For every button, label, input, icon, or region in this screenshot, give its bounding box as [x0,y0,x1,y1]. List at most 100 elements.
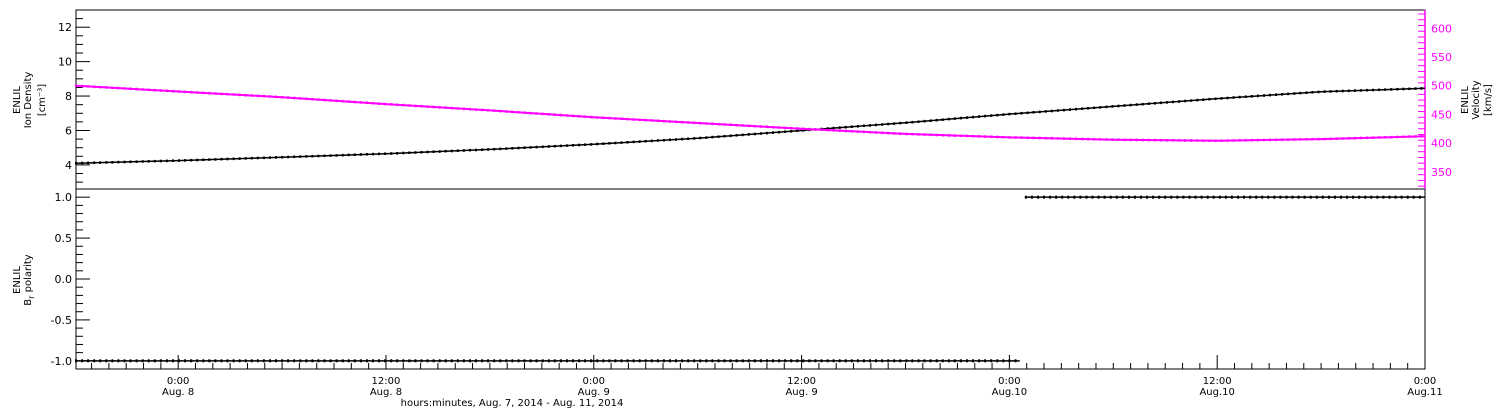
ion-density-point [523,146,526,149]
bottom-left-tick-label: -1.0 [51,355,72,368]
polarity-point [402,359,405,363]
polarity-point [456,359,459,363]
velocity-point [481,108,484,112]
polarity-point [141,359,144,363]
velocity-point [141,88,144,91]
top-left-title-line2: Ion Density [23,72,34,129]
top-right-tick-label: 500 [1431,80,1452,93]
polarity-point [1382,195,1385,199]
polarity-point [450,359,453,363]
velocity-point [711,122,714,126]
ion-density-point [226,157,229,161]
polarity-point [1321,195,1324,199]
ion-density-point [450,149,453,153]
ion-density-point [675,138,677,141]
polarity-point [372,359,374,363]
polarity-point [784,359,787,363]
velocity-point [717,122,720,126]
velocity-point [226,92,229,96]
ion-density-point [196,158,199,162]
velocity-point [1008,136,1011,139]
velocity-point [614,117,617,120]
polarity-point [711,359,714,363]
ion-density-point [456,149,459,152]
velocity-point [75,84,77,87]
ion-density-point [1329,90,1332,93]
polarity-point [1043,195,1045,199]
ion-density-point [1390,88,1393,91]
polarity-point [862,359,865,363]
ion-density-point [414,151,417,154]
polarity-point [990,359,993,363]
ion-density-point [1081,107,1084,110]
velocity-point [1190,139,1193,142]
ion-density-point [438,150,441,153]
polarity-point [856,359,859,363]
polarity-point [99,359,102,363]
velocity-point [1226,139,1229,142]
velocity-point [1299,138,1302,141]
velocity-point [553,113,556,116]
velocity-point [396,103,399,107]
polarity-point [244,359,247,363]
polarity-point [1008,359,1011,363]
polarity-point [766,359,768,363]
polarity-point [269,359,271,363]
ion-density-point [687,137,690,141]
velocity-point [820,128,823,131]
polarity-point [820,359,823,363]
velocity-point [353,100,356,104]
velocity-point [753,124,756,128]
ion-density-point [1147,102,1150,105]
velocity-point [832,129,835,132]
polarity-point [1067,195,1070,199]
velocity-point [1250,138,1253,142]
polarity-point [1243,195,1245,199]
ion-density-point [681,137,684,141]
polarity-point [499,359,502,363]
polarity-point [1340,195,1342,199]
polarity-point [1079,195,1082,199]
ion-density-point [1384,88,1387,91]
velocity-point [699,121,702,125]
polarity-point [208,359,211,363]
polarity-point [1346,195,1349,199]
ion-density-point [1372,88,1374,92]
velocity-point [1256,138,1259,142]
polarity-point [608,359,611,363]
data-layer [75,84,1426,363]
velocity-point [456,107,459,110]
polarity-point [759,359,762,363]
polarity-point [190,359,193,363]
polarity-point [1152,195,1155,199]
polarity-point [1103,195,1106,199]
polarity-point [220,359,223,363]
ion-density-point [1008,112,1011,116]
velocity-point [644,118,647,122]
ion-density-point [1250,95,1253,98]
ion-density-point [1281,93,1284,96]
ion-density-point [184,159,187,162]
polarity-point [984,359,987,363]
polarity-point [123,359,126,363]
ion-density-point [608,142,611,145]
velocity-point [978,135,981,138]
velocity-point [959,134,962,138]
velocity-point [1384,136,1387,139]
ion-density-point [559,144,562,148]
velocity-point [408,104,411,107]
polarity-point [996,359,999,363]
polarity-point [1121,195,1124,199]
polarity-point [881,359,884,363]
bottom-left-tick-label: 1.0 [55,191,73,204]
ion-density-point [408,151,411,154]
polarity-point [541,359,544,363]
x-tick-label-time: 0:00 [1414,376,1436,387]
polarity-point [802,359,805,363]
polarity-point [602,359,605,363]
ion-density-point [1026,111,1029,115]
ion-density-point [1111,105,1114,108]
velocity-point [681,120,684,124]
ion-density-point [1184,99,1187,103]
